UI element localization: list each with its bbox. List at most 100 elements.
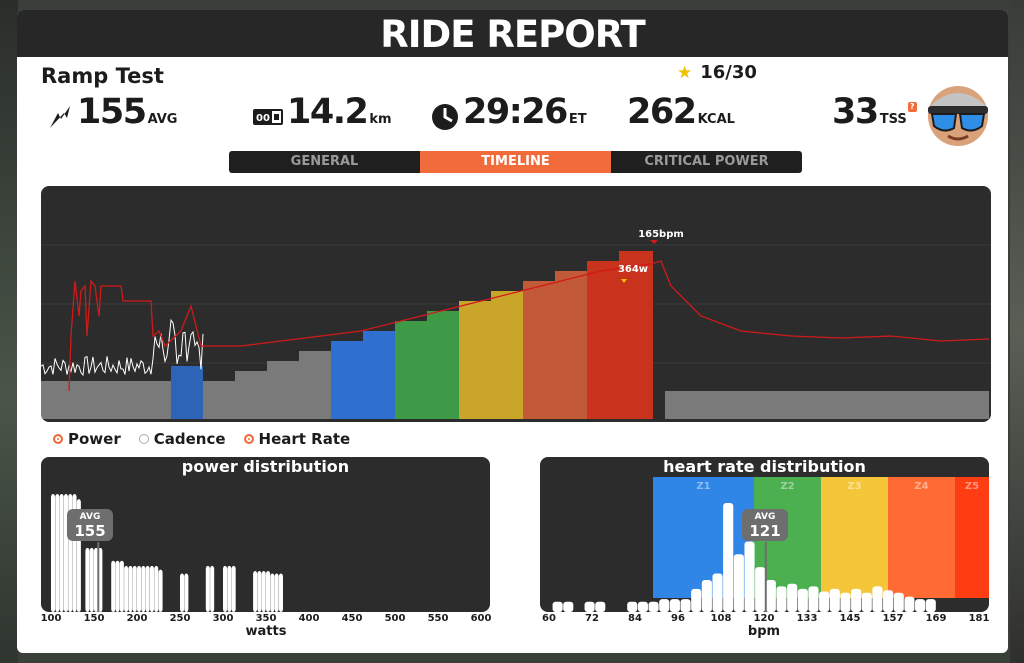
power-block	[523, 281, 555, 419]
x-tick-label: 600	[470, 613, 492, 624]
distribution-bar	[158, 569, 163, 612]
distribution-bar	[925, 599, 936, 612]
stat-tss: 33 TSS ?	[832, 92, 917, 142]
legend-heart-rate[interactable]: Heart Rate	[243, 430, 350, 448]
time-unit: ET	[568, 112, 587, 127]
page-title: RIDE REPORT	[380, 13, 646, 56]
tss-unit: TSS	[879, 112, 907, 127]
distribution-bar	[904, 596, 915, 612]
x-tick-label: 300	[212, 613, 234, 624]
x-tick-label: 200	[126, 613, 148, 624]
x-tick-label: 96	[671, 613, 685, 624]
report-tabs: GENERAL TIMELINE CRITICAL POWER	[229, 151, 802, 173]
power-block	[235, 371, 267, 419]
distribution-bar	[85, 547, 90, 612]
power-avg-unit: AVG	[147, 112, 178, 127]
distribution-bar	[63, 494, 68, 612]
calories-value: 262	[627, 92, 697, 132]
tss-value: 33	[832, 92, 879, 132]
cadence-toggle-icon	[138, 434, 149, 444]
distribution-bar	[691, 588, 702, 612]
distribution-bar	[637, 601, 648, 612]
distribution-bar	[627, 601, 638, 612]
time-value: 29:26	[463, 92, 568, 132]
distribution-bar	[712, 573, 723, 612]
distribution-bar	[797, 588, 808, 612]
avatar[interactable]	[922, 80, 994, 152]
x-tick-label: 450	[341, 613, 363, 624]
x-tick-label: 400	[298, 613, 320, 624]
tab-critical-power[interactable]: CRITICAL POWER	[611, 151, 802, 173]
stat-distance: 00 14.2 km	[253, 92, 392, 142]
distribution-bar	[744, 541, 755, 612]
hr-distribution-ticks: 60 72 84 96 108 120 133 145 157 169 181	[540, 613, 989, 627]
x-tick-label: 250	[169, 613, 191, 624]
distribution-bar	[648, 601, 659, 612]
power-block	[267, 361, 299, 419]
distribution-bar	[584, 601, 595, 612]
distribution-bar	[278, 573, 283, 612]
distribution-bar	[829, 588, 840, 612]
distribution-bar	[552, 601, 563, 612]
distribution-bar	[149, 565, 154, 612]
svg-text:00: 00	[256, 113, 270, 124]
distribution-bar	[755, 567, 766, 612]
distribution-bar	[55, 494, 60, 612]
x-tick-label: 350	[255, 613, 277, 624]
distribution-bar	[257, 570, 262, 612]
power-toggle-icon	[53, 434, 63, 444]
distribution-bar	[851, 588, 862, 612]
power-block	[41, 381, 171, 419]
power-block-cooldown	[665, 391, 989, 419]
distribution-bar	[210, 565, 215, 612]
hr-distribution-xlabel: bpm	[747, 624, 781, 639]
distribution-bar	[253, 570, 258, 612]
star-icon: ★	[677, 63, 693, 83]
power-avg-badge: AVG 155	[67, 509, 113, 541]
power-distribution-ticks: 100 150 200 250 300 350 400 450 500 550 600	[41, 613, 492, 627]
distribution-bar	[872, 586, 883, 612]
power-blocks	[41, 251, 989, 419]
tab-timeline[interactable]: TIMELINE	[420, 151, 611, 173]
distribution-bar	[141, 565, 146, 612]
power-block	[555, 271, 587, 419]
heart-rate-toggle-icon	[243, 434, 254, 444]
distribution-bar	[98, 547, 103, 612]
peak-power-label: 364w	[618, 264, 648, 275]
distribution-bar	[723, 502, 734, 612]
timeline-chart[interactable]: 165bpm 364w	[41, 186, 991, 422]
power-block	[459, 301, 491, 419]
hr-zone-band	[821, 477, 888, 598]
hr-zone-label: Z4	[914, 481, 928, 492]
distribution-bar	[680, 599, 691, 612]
distribution-bar	[184, 573, 189, 612]
hr-avg-badge: AVG 121	[742, 509, 788, 541]
distribution-bar	[115, 560, 120, 612]
distribution-bar	[819, 591, 830, 612]
background-right	[1010, 0, 1024, 663]
distribution-bar	[124, 565, 129, 612]
x-tick-label: 181	[968, 613, 990, 624]
distribution-bar	[59, 494, 64, 612]
peak-hr-marker: 165bpm	[638, 229, 684, 244]
stat-time: 29:26 ET	[431, 92, 587, 142]
x-tick-label: 60	[542, 613, 556, 624]
x-tick-label: 72	[585, 613, 599, 624]
hr-zone-band	[955, 477, 989, 598]
hr-zone-label: Z5	[965, 481, 979, 492]
distribution-bar	[765, 579, 776, 612]
clock-icon	[431, 103, 459, 131]
timeline-svg: 165bpm 364w	[41, 229, 991, 419]
tss-help-icon[interactable]: ?	[907, 102, 917, 112]
hr-zone-label: Z3	[847, 481, 861, 492]
tab-general[interactable]: GENERAL	[229, 151, 420, 173]
legend-power[interactable]: Power	[53, 430, 121, 448]
distribution-bar	[51, 494, 56, 612]
distribution-bar	[180, 573, 185, 612]
distribution-bar	[893, 592, 904, 612]
odometer-icon: 00	[253, 106, 283, 128]
distribution-bar	[787, 583, 798, 612]
distribution-bar	[205, 565, 210, 612]
stars-counter: ★ 16/30	[677, 62, 757, 83]
legend-cadence[interactable]: Cadence	[138, 430, 226, 448]
